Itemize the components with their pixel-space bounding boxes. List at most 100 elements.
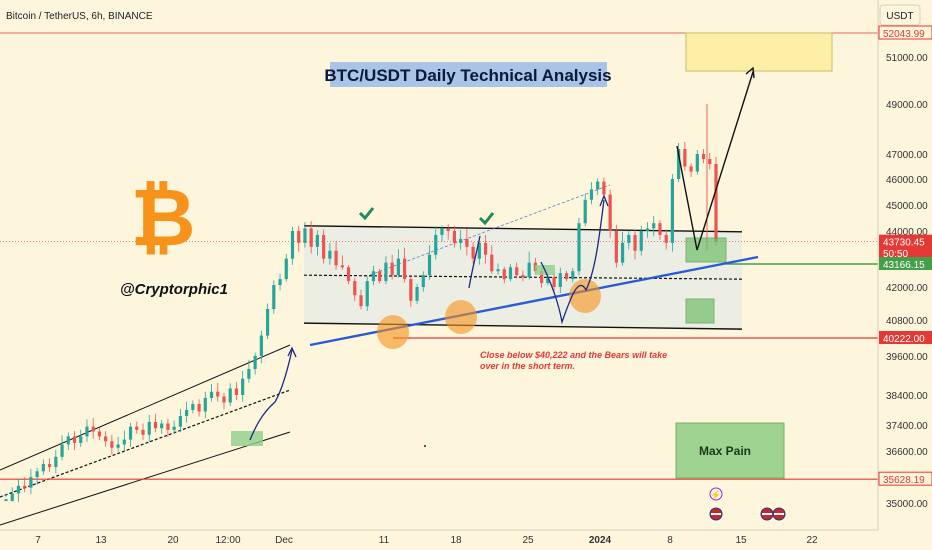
candle-body (141, 429, 145, 435)
projection-arrowhead (745, 66, 755, 79)
candle-body (222, 396, 226, 403)
candle-body (23, 485, 27, 488)
candle-body (334, 250, 338, 266)
candle-body (328, 250, 332, 259)
candle-body (708, 159, 712, 164)
price-tag-label: 35628.19 (883, 475, 925, 486)
candle-body (409, 279, 413, 301)
candle-body (41, 464, 45, 472)
candle-body (72, 436, 77, 443)
candle-body (66, 436, 70, 445)
candle-body (633, 234, 637, 251)
candle-body (670, 179, 675, 243)
time-tick-label: 15 (735, 535, 747, 546)
candle-body (446, 228, 450, 231)
price-tag-label: 52043.99 (883, 29, 925, 40)
author-handle: @Cryptorphic1 (120, 281, 228, 298)
target-zone (685, 32, 833, 72)
candle-body (396, 258, 400, 276)
range-top-line (303, 225, 743, 233)
support-touch-circle (569, 279, 601, 313)
candle-body (508, 267, 513, 280)
candle-body (589, 189, 594, 200)
max-pain-label: Max Pain (699, 444, 751, 458)
candle-body (128, 426, 133, 440)
candle-body (160, 423, 164, 429)
candle-body (241, 378, 245, 395)
projected-trend-line (369, 184, 611, 276)
drawn-arrow-right (599, 194, 609, 207)
candle-body (602, 181, 606, 195)
drawn-path-left (249, 349, 293, 441)
candle-body (521, 275, 525, 278)
candle-body (315, 234, 320, 247)
candle-body (477, 242, 481, 259)
rising-channel-top (0, 344, 291, 471)
bear-note-line2: over in the short term. (480, 361, 575, 371)
us-flag-stripe (774, 513, 784, 515)
price-tick-label: 51000.00 (886, 53, 928, 64)
symbol-title: Bitcoin / TetherUS, 6h, BINANCE (6, 11, 153, 22)
candle-body (471, 246, 475, 259)
price-axis-bg (878, 0, 932, 550)
candle-body (627, 234, 631, 243)
candle-body (272, 285, 276, 309)
candle-body (340, 265, 344, 268)
price-tick-label: 49000.00 (886, 100, 928, 111)
candle-body (185, 410, 189, 416)
candle-body (178, 416, 182, 427)
price-tag-bg (879, 331, 932, 344)
candle-body (390, 262, 394, 276)
candle-body (664, 234, 668, 243)
candle-body (652, 223, 656, 229)
candle-body (440, 228, 444, 235)
marker-dot (424, 445, 426, 447)
price-tick-label: 42000.00 (886, 283, 928, 294)
support-touch-circle (377, 315, 409, 349)
time-tick-label: 22 (806, 535, 818, 546)
price-tag: 35628.19 (878, 471, 932, 486)
price-tick-label: 39600.00 (886, 352, 928, 363)
price-tick-label: 44000.00 (886, 227, 928, 238)
candle-body (54, 456, 58, 467)
lightning-event-icon (709, 487, 723, 501)
candle-body (689, 166, 693, 172)
candle-body (577, 223, 581, 272)
price-tick-label: 35000.00 (886, 499, 928, 510)
drawn-arrow-left (287, 346, 297, 358)
time-tick-label: 18 (450, 535, 462, 546)
price-tag-label: 43166.15 (883, 260, 925, 271)
candle-body (365, 281, 369, 307)
price-tick-label: 45000.00 (886, 201, 928, 212)
candle-body (247, 369, 251, 379)
price-tag-bg (878, 25, 932, 40)
candle-body (79, 436, 83, 443)
candle-body (540, 271, 544, 284)
currency-button[interactable]: USDT (879, 4, 921, 26)
candle-body (209, 391, 214, 398)
candle-body (166, 423, 170, 430)
bitcoin-logo-icon: ₿ (130, 171, 195, 264)
candle-body (614, 231, 618, 263)
price-tick-label: 37400.00 (886, 421, 928, 432)
price-tick-label: 46000.00 (886, 175, 928, 186)
us-flag-stripe (762, 513, 772, 515)
candle-body (421, 275, 425, 287)
candle-body (303, 228, 307, 243)
candle-body (153, 422, 158, 429)
candle-body (10, 493, 14, 502)
time-tick-label: 12:00 (215, 535, 240, 546)
candle-body (378, 271, 382, 282)
chart-title: BTC/USDT Daily Technical Analysis (324, 66, 611, 85)
candle-body (683, 149, 687, 167)
price-tag: 43166.15 (879, 256, 932, 271)
candle-body (197, 404, 201, 412)
price-tag-label: 43730.45 (883, 238, 925, 249)
candle-body (359, 295, 363, 307)
price-tag-label: 50:50 (883, 249, 908, 260)
candle-body (265, 309, 270, 336)
candle-body (85, 426, 89, 437)
candle-body (353, 281, 357, 296)
price-tick-label: 47000.00 (886, 150, 928, 161)
